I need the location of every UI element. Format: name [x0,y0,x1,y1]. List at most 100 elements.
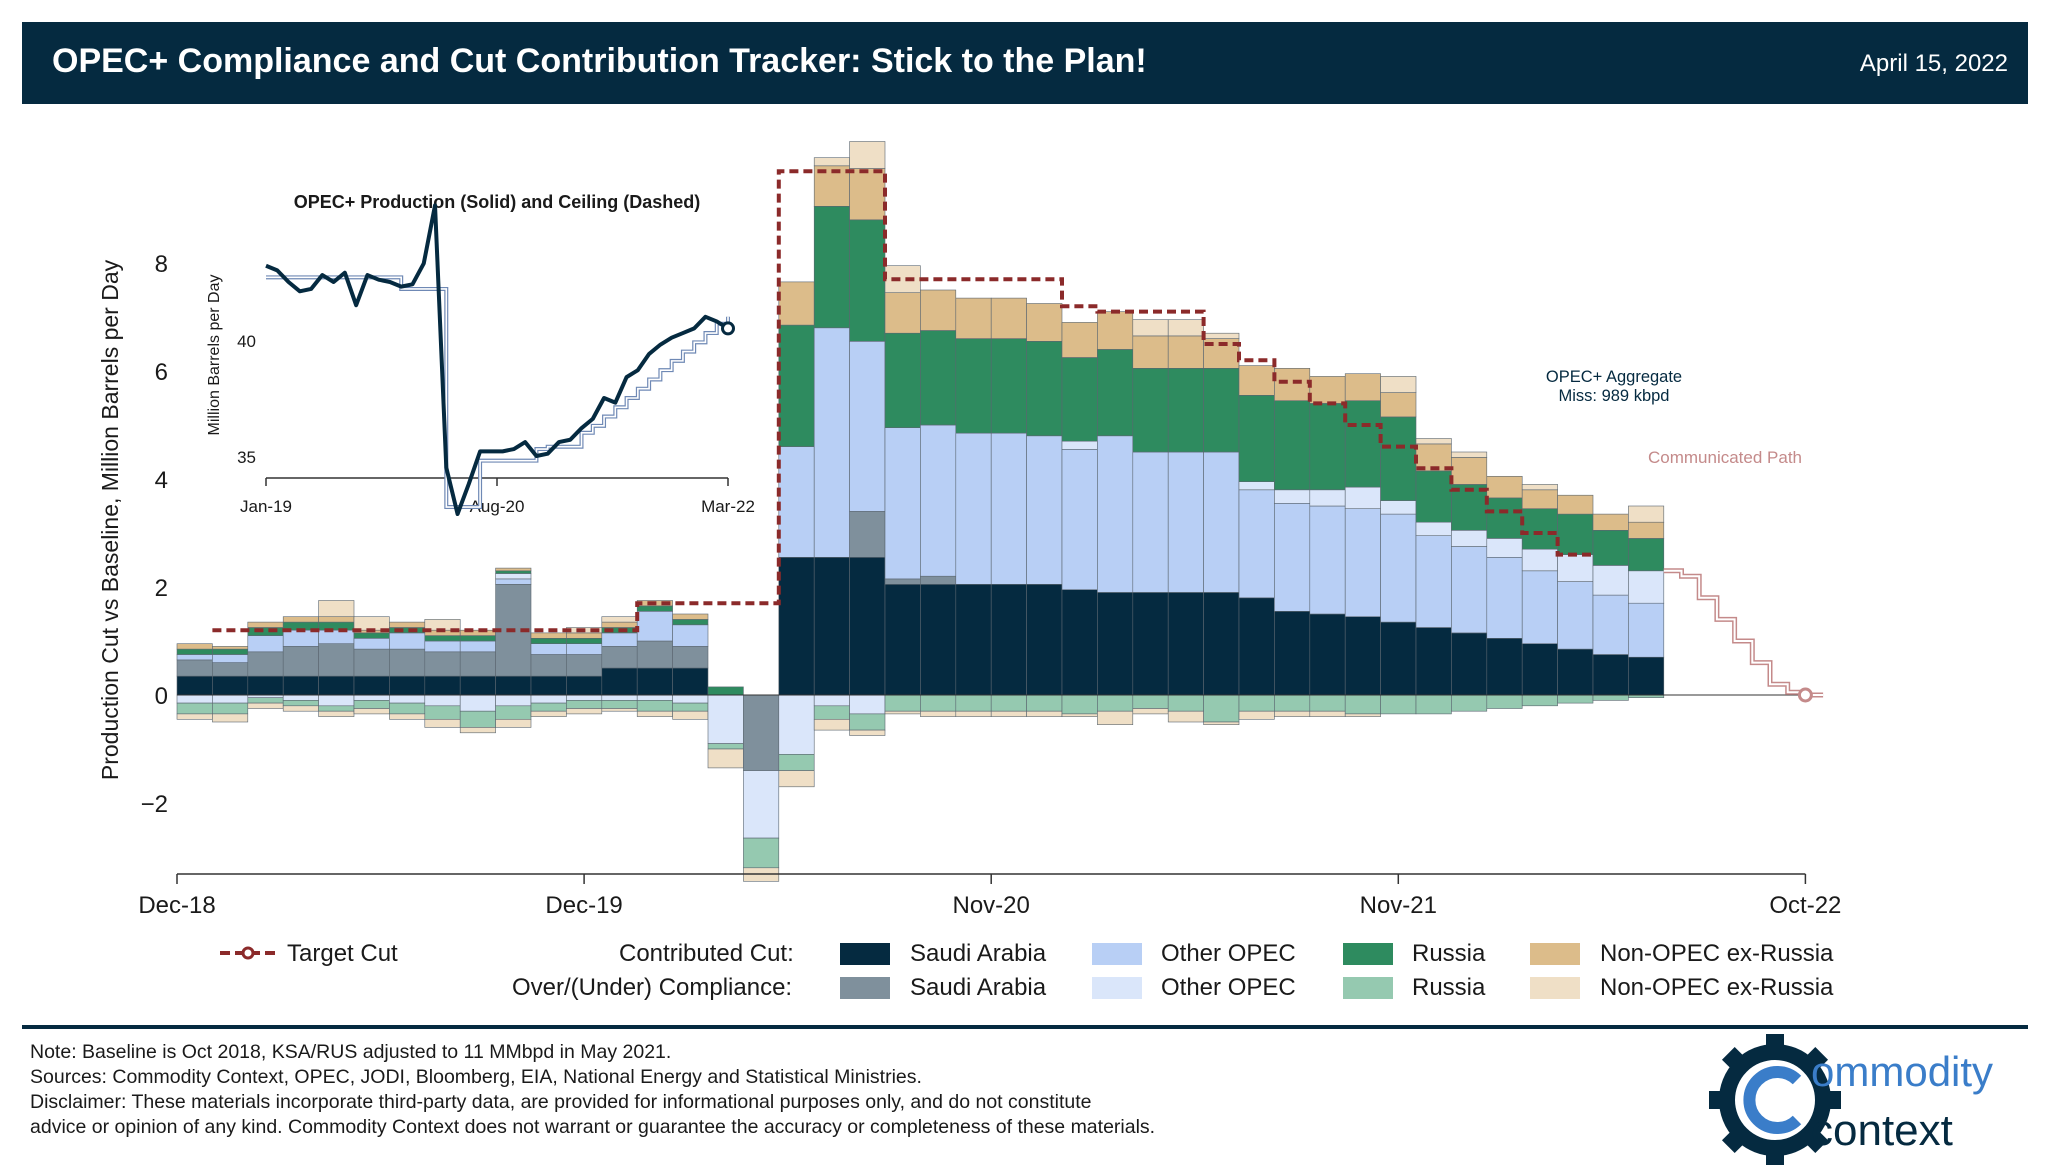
bar-neg-nonopec-over [495,718,532,728]
legend-russia-over: Russia [1412,974,1486,1001]
bar-saudi-over [636,640,673,669]
legend-nonopec-over: Non-OPEC ex-Russia [1600,974,1834,1001]
bar-saudi [1309,613,1346,696]
bar-russia [1309,403,1346,491]
report-date: April 15, 2022 [1859,50,2008,77]
bar-other-opec [282,629,319,647]
bar-saudi-over [176,659,213,677]
bar-neg-other-opec_over [566,694,603,701]
bar-neg-russia-over [1203,694,1240,723]
y-tick-label: 8 [155,251,168,278]
bar-other-opec [1380,513,1417,623]
bar-russia [1167,367,1204,453]
bar-saudi-over [920,575,957,585]
bar-nonopec [920,289,957,331]
bar-russia [459,635,496,642]
target-cut-legend-icon [220,946,276,960]
bar-saudi [1451,632,1488,696]
bar-neg-russia-over [1132,694,1169,709]
inset-title: OPEC+ Production (Solid) and Ceiling (Da… [294,192,701,212]
bar-neg-nonopec-over [1061,713,1098,717]
bar-nonopec [1344,373,1381,402]
bar-neg-saudi-over [743,694,780,771]
bar-russia [212,648,249,655]
bar-russia [636,605,673,612]
bar-neg-nonopec-over [247,702,284,709]
bar-saudi [1628,656,1665,696]
bar-neg-nonopec-over [778,770,815,788]
y-tick-label: 6 [155,359,168,386]
inset-x-tick-label: Aug-20 [470,497,525,516]
bar-neg-russia-over [212,702,249,715]
bar-russia [1628,538,1665,572]
bar-russia [1061,357,1098,442]
bar-neg-russia-over [1415,694,1452,715]
footer-notes: Note: Baseline is Oct 2018, KSA/RUS adju… [30,1040,1155,1140]
bar-neg-russia-over [601,700,638,709]
bar-nonopec [672,613,709,620]
bar-nonopec-over [353,616,390,631]
bar-nonopec [389,621,426,628]
bar-saudi [1061,589,1098,696]
bar-other-opec [884,427,921,580]
bar-saudi [530,675,567,696]
page-title: OPEC+ Compliance and Cut Contribution Tr… [52,42,1147,80]
bar-nonopec [212,646,249,650]
bar-nonopec-over [1132,319,1169,337]
bar-neg-russia-over [1309,694,1346,712]
bar-nonopec-over [601,616,638,623]
bar-other-opec [920,424,957,577]
bar-other-opec [990,432,1027,585]
bar-other-opec [1521,570,1558,644]
bar-saudi [1592,654,1629,696]
bar-other-opec_over [1309,489,1346,507]
legend-other-opec: Other OPEC [1161,940,1296,967]
bar-saudi-over [672,646,709,669]
bar-neg-other-opec_over [707,694,744,744]
bar-other-opec [1274,502,1311,612]
bar-russia [990,338,1027,434]
bar-nonopec [884,292,921,334]
bar-neg-russia-over [707,743,744,750]
bar-nonopec [1628,521,1665,539]
bar-saudi [318,675,355,696]
bar-neg-nonopec-over [1309,710,1346,717]
bar-neg-russia-over [1380,694,1417,715]
x-tick-label: Dec-18 [138,892,215,919]
bar-saudi-over [601,646,638,669]
bar-neg-nonopec-over [849,729,886,736]
legend-swatch-nonopec-over [1530,977,1580,999]
bar-neg-russia-over [566,700,603,709]
x-tick-label: Nov-21 [1360,892,1437,919]
bar-neg-nonopec-over [672,710,709,720]
legend-swatch-saudi [840,943,890,965]
bar-neg-other-opec_over [813,694,850,707]
bar-layer [176,141,1665,882]
bar-saudi [1344,616,1381,696]
bar-other-opec [1344,508,1381,618]
bar-neg-russia-over [743,837,780,869]
bar-nonopec-over [1451,451,1488,458]
legend-swatch-other-opec-over [1092,977,1142,999]
bar-neg-russia-over [495,705,532,720]
bar-nonopec [1592,513,1629,531]
bar-other-opec_over [1628,570,1665,604]
bar-neg-nonopec-over [813,718,850,731]
bar-russia [884,332,921,429]
bar-russia [1097,349,1134,437]
bar-saudi [884,583,921,696]
bar-nonopec [1026,303,1063,342]
bar-other-opec_over [1521,548,1558,572]
bar-nonopec [1309,376,1346,404]
bar-saudi [212,675,249,696]
bar-saudi [176,675,213,696]
bar-saudi [459,675,496,696]
footer-note: Note: Baseline is Oct 2018, KSA/RUS adju… [30,1041,672,1063]
bar-russia [1132,367,1169,453]
bar-nonopec [1486,475,1523,499]
x-tick-label: Dec-19 [545,892,622,919]
bar-neg-russia-over [424,705,461,720]
bar-neg-russia-over [1097,694,1134,712]
bar-neg-russia-over [459,710,496,728]
